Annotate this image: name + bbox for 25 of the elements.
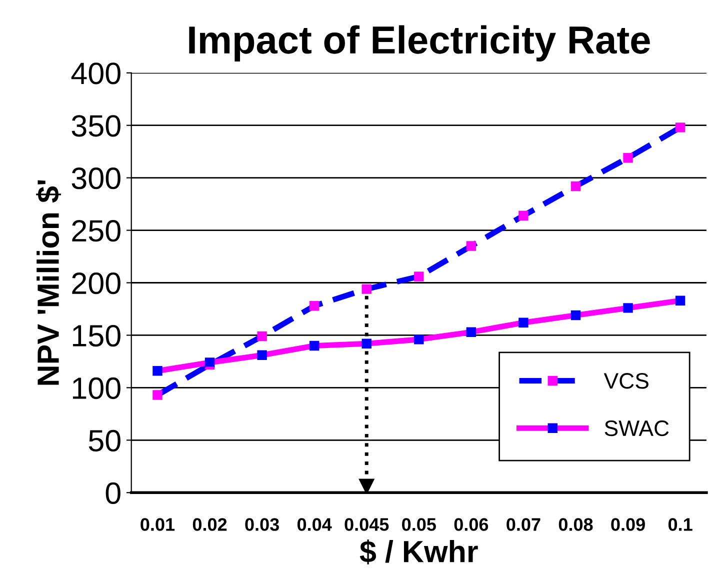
x-tick-label: 0.045 xyxy=(344,518,389,531)
legend-label: VCS xyxy=(604,373,648,389)
y-tick-label: 300 xyxy=(72,168,120,190)
x-tick-label: 0.03 xyxy=(245,518,279,531)
y-tick-label: 350 xyxy=(72,115,120,137)
x-tick-label: 0.1 xyxy=(668,518,692,531)
x-tick-label: 0.07 xyxy=(506,518,540,531)
x-tick-label: 0.09 xyxy=(611,518,645,531)
x-tick-label: 0.04 xyxy=(297,518,332,531)
legend-label: SWAC xyxy=(604,420,669,436)
y-tick-label: 150 xyxy=(72,324,120,347)
y-tick-label: 50 xyxy=(88,430,120,452)
x-tick-label: 0.01 xyxy=(140,518,175,531)
chart-title: Impact of Electricity Rate xyxy=(189,25,650,62)
y-tick-label: 400 xyxy=(71,62,120,84)
x-tick-label: 0.02 xyxy=(192,518,227,531)
y-axis-title: NPV 'Million $' xyxy=(36,180,62,385)
y-tick-label: 0 xyxy=(106,482,120,504)
y-tick-label: 200 xyxy=(72,272,120,294)
y-tick-label: 250 xyxy=(72,220,120,242)
x-tick-label: 0.08 xyxy=(558,518,593,531)
y-tick-label: 100 xyxy=(72,377,120,400)
x-tick-label: 0.06 xyxy=(454,518,488,531)
x-tick-label: 0.05 xyxy=(402,518,436,531)
x-axis-title: $ / Kwhr xyxy=(360,539,478,564)
